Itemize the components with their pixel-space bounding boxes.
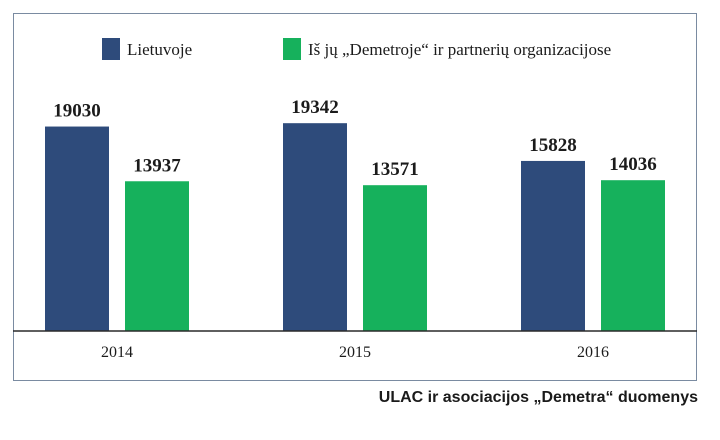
- legend-swatch-demetra: [283, 38, 301, 60]
- value-label-2014-series1: 19030: [53, 101, 101, 122]
- chart-frame: [13, 13, 697, 381]
- value-label-2016-series2: 14036: [609, 154, 657, 175]
- x-tick-label-2015: 2015: [339, 344, 371, 361]
- bar-2016-series2: [601, 180, 665, 331]
- bars-group: [45, 123, 665, 332]
- bar-2015-series1: [283, 123, 347, 332]
- legend-label-lietuvoje: Lietuvoje: [127, 40, 192, 59]
- bar-2016-series1: [521, 160, 585, 331]
- value-label-2014-series2: 13937: [133, 155, 181, 176]
- legend-label-demetra: Iš jų „Demetroje“ ir partnerių organizac…: [308, 40, 611, 59]
- legend: Lietuvoje Iš jų „Demetroje“ ir partnerių…: [102, 38, 611, 60]
- value-label-2015-series1: 19342: [291, 97, 339, 118]
- value-label-2015-series2: 13571: [371, 159, 419, 180]
- source-note: ULAC ir asociacijos „Demetra“ duomenys: [378, 389, 698, 406]
- x-ticks-group: 2014 2015 2016: [101, 344, 609, 361]
- value-labels-group: 19030 13937 19342 13571 15828 14036: [53, 97, 657, 180]
- x-tick-label-2016: 2016: [577, 344, 609, 361]
- value-label-2016-series1: 15828: [529, 135, 577, 156]
- bar-2015-series2: [363, 185, 427, 331]
- bar-2014-series1: [45, 126, 109, 331]
- legend-swatch-lietuvoje: [102, 38, 120, 60]
- bar-2014-series2: [125, 181, 189, 331]
- x-tick-label-2014: 2014: [101, 344, 133, 361]
